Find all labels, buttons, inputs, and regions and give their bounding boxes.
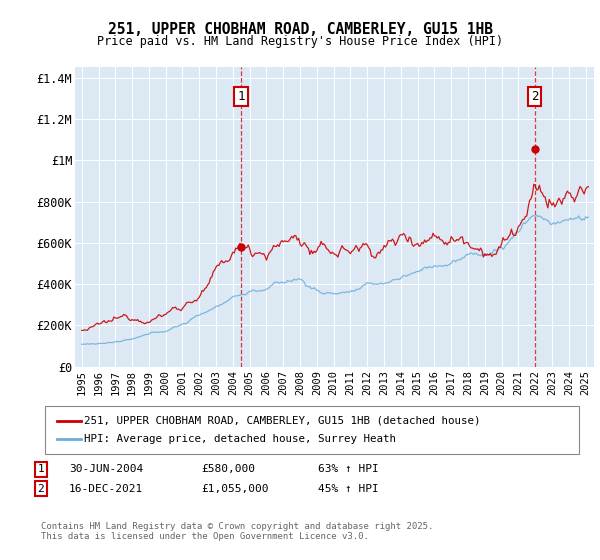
Text: £580,000: £580,000: [201, 464, 255, 474]
Text: 30-JUN-2004: 30-JUN-2004: [69, 464, 143, 474]
Text: 1: 1: [238, 90, 245, 102]
Text: 2: 2: [531, 90, 538, 102]
Text: 45% ↑ HPI: 45% ↑ HPI: [318, 484, 379, 494]
Text: 251, UPPER CHOBHAM ROAD, CAMBERLEY, GU15 1HB: 251, UPPER CHOBHAM ROAD, CAMBERLEY, GU15…: [107, 22, 493, 38]
Text: £1,055,000: £1,055,000: [201, 484, 269, 494]
Text: Price paid vs. HM Land Registry's House Price Index (HPI): Price paid vs. HM Land Registry's House …: [97, 35, 503, 48]
Text: HPI: Average price, detached house, Surrey Heath: HPI: Average price, detached house, Surr…: [84, 434, 396, 444]
Text: 16-DEC-2021: 16-DEC-2021: [69, 484, 143, 494]
Text: 251, UPPER CHOBHAM ROAD, CAMBERLEY, GU15 1HB (detached house): 251, UPPER CHOBHAM ROAD, CAMBERLEY, GU15…: [84, 416, 481, 426]
Text: Contains HM Land Registry data © Crown copyright and database right 2025.
This d: Contains HM Land Registry data © Crown c…: [41, 522, 433, 542]
Text: 2: 2: [37, 484, 44, 494]
Text: 1: 1: [37, 464, 44, 474]
Text: 63% ↑ HPI: 63% ↑ HPI: [318, 464, 379, 474]
